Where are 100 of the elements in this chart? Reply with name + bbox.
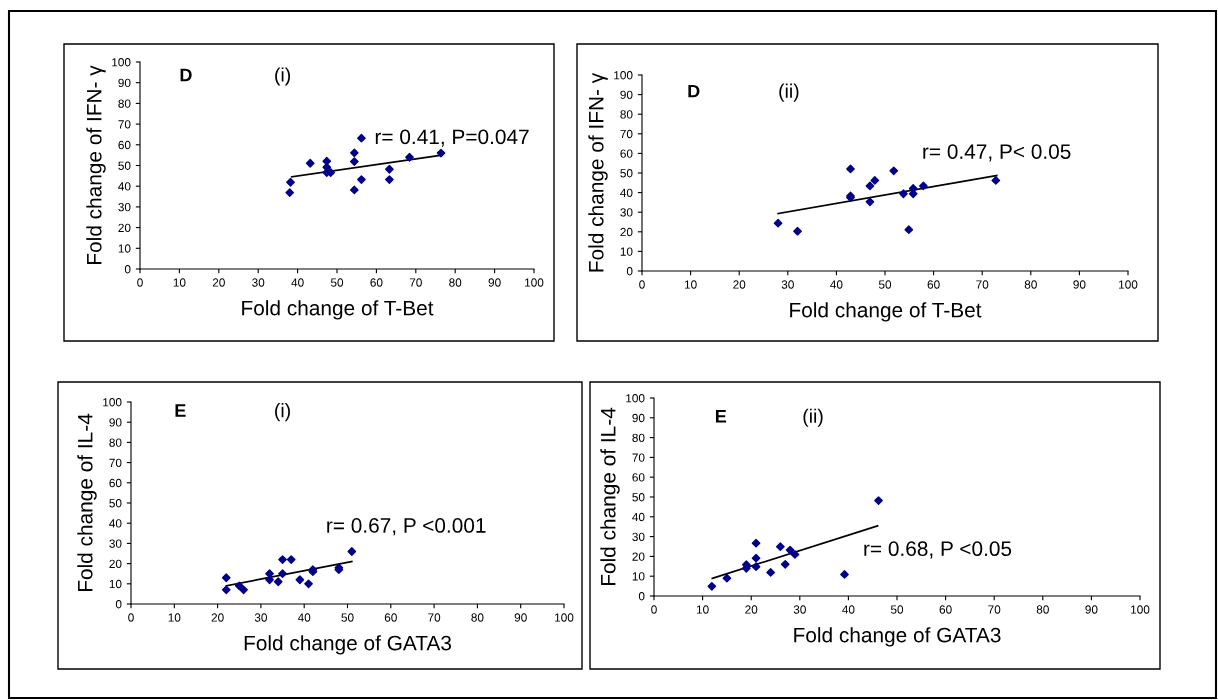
annotation: (i) [275,403,290,422]
y-tick-label: 80 [118,99,131,108]
y-tick-label: 30 [118,202,131,212]
x-tick-label: 30 [793,605,806,614]
y-axis-title: Fold change of IFN- γ [588,72,608,272]
x-tick-label: 100 [555,613,574,622]
x-tick-label: 70 [409,278,422,287]
annotation: r= 0.67, P <0.001 [327,518,486,536]
y-tick-label: 10 [109,579,122,589]
y-tick-label: 30 [620,208,633,217]
y-tick-label: 10 [620,247,633,256]
y-tick-label: 20 [109,559,122,568]
y-tick-label: 0 [626,267,633,276]
x-tick-label: 80 [471,613,484,622]
x-tick-label: 60 [939,605,952,614]
annotation: (i) [275,67,291,86]
x-tick-label: 90 [1073,280,1086,289]
x-tick-label: 90 [514,613,527,622]
y-tick-label: 30 [109,539,122,548]
y-tick-label: 40 [620,188,633,197]
y-tick-label: 20 [118,223,131,232]
y-tick-label: 40 [632,512,645,522]
y-tick-label: 60 [109,478,122,488]
y-tick-label: 50 [632,493,645,502]
y-tick-label: 50 [620,169,633,178]
x-tick-label: 100 [1131,605,1150,614]
x-tick-label: 0 [651,605,657,614]
y-tick-label: 50 [109,499,122,508]
y-tick-label: 20 [620,227,633,237]
y-tick-label: 80 [620,110,633,119]
y-tick-label: 0 [124,265,131,274]
y-tick-label: 10 [118,244,131,253]
x-tick-label: 20 [733,280,746,289]
x-tick-label: 100 [525,278,544,287]
x-tick-label: 20 [212,278,225,287]
x-tick-label: 40 [297,613,311,622]
annotation: r= 0.47, P< 0.05 [923,144,1071,162]
x-tick-label: 30 [781,280,794,289]
x-tick-label: 80 [1036,605,1049,614]
y-tick-label: 80 [632,433,645,442]
annotation: r= 0.41, P=0.047 [375,129,529,147]
annotation: D [688,84,700,98]
y-tick-label: 100 [103,398,122,407]
x-tick-label: 20 [745,605,758,614]
y-tick-label: 70 [109,458,122,467]
y-axis-title: Fold change of IL-4 [77,413,97,592]
x-tick-label: 50 [330,278,344,287]
y-axis-title: Fold change of IL-4 [600,407,620,586]
y-tick-label: 90 [109,418,122,427]
x-tick-label: 80 [449,278,462,287]
y-tick-label: 60 [632,473,645,482]
x-tick-label: 50 [890,605,904,614]
x-tick-label: 40 [830,280,843,289]
x-tick-label: 30 [252,278,265,287]
annotation: E [175,404,186,417]
y-tick-label: 60 [118,140,131,150]
y-tick-label: 60 [620,149,633,158]
x-tick-label: 80 [1024,280,1037,289]
x-tick-label: 60 [370,278,383,287]
annotation: r= 0.68, P <0.05 [864,541,1012,559]
x-tick-label: 90 [1085,605,1098,614]
x-tick-label: 10 [173,278,186,287]
annotation: (ii) [803,408,823,427]
y-tick-label: 40 [109,519,122,528]
y-tick-label: 20 [632,552,645,561]
x-axis-title: Fold change of T-Bet [242,300,434,320]
y-tick-label: 90 [118,78,131,88]
x-axis-title: Fold change of GATA3 [244,635,452,655]
x-axis-title: Fold change of T-Bet [790,302,982,322]
y-tick-label: 50 [118,161,131,170]
y-tick-label: 70 [118,120,131,129]
y-tick-label: 10 [632,572,645,581]
x-tick-label: 0 [137,278,143,287]
x-tick-label: 70 [988,605,1001,614]
y-tick-label: 100 [112,58,131,67]
y-tick-label: 90 [620,90,633,99]
x-tick-label: 70 [976,280,989,289]
y-tick-label: 0 [638,592,645,601]
x-tick-label: 10 [168,613,181,622]
x-tick-label: 100 [1119,280,1138,289]
x-tick-label: 10 [684,280,697,289]
y-tick-label: 40 [118,182,131,191]
x-tick-label: 90 [488,278,501,287]
x-tick-label: 60 [384,613,397,622]
y-tick-label: 30 [632,532,645,541]
x-axis-title: Fold change of GATA3 [794,627,1001,647]
x-tick-label: 40 [842,605,855,614]
x-tick-label: 10 [696,605,709,614]
y-tick-label: 100 [614,71,633,80]
x-tick-label: 70 [428,613,441,622]
y-tick-label: 80 [109,438,122,447]
annotation: E [715,410,727,423]
x-tick-label: 50 [341,613,354,622]
x-tick-label: 50 [878,280,892,289]
annotation: (ii) [779,83,799,102]
annotation: D [180,68,192,82]
y-tick-label: 70 [620,129,633,139]
x-tick-label: 20 [211,613,224,622]
y-axis-title: Fold change of IFN- γ [86,65,106,264]
y-tick-label: 90 [632,413,645,423]
